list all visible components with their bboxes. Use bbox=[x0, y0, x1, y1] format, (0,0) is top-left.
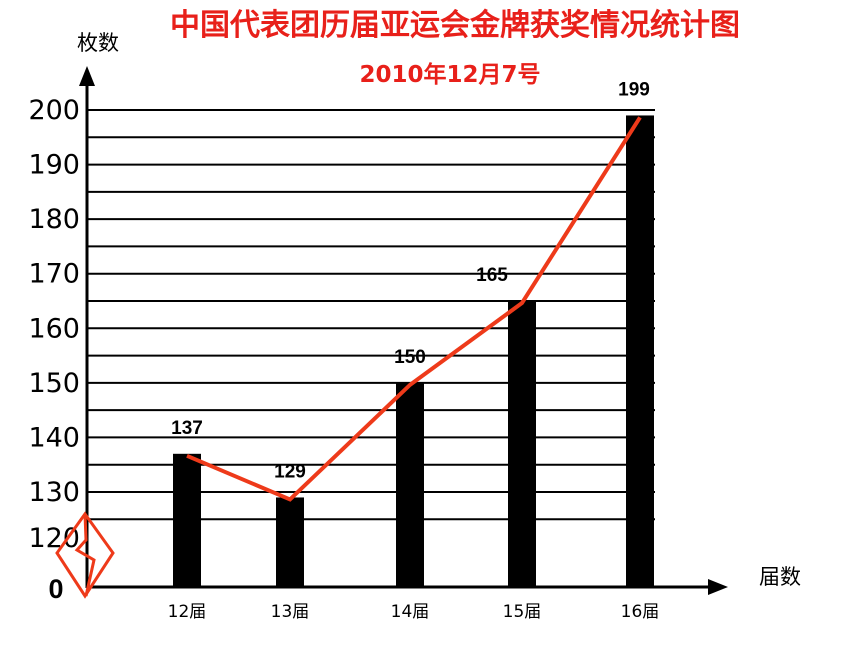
data-label: 129 bbox=[274, 461, 306, 482]
data-label: 137 bbox=[171, 418, 203, 439]
trend-line bbox=[186, 116, 642, 502]
x-tick-labels: 12届 13届 14届 15届 16届 bbox=[168, 602, 660, 622]
y-tick-label: 160 bbox=[28, 313, 80, 344]
y-tick-labels: 120 130 140 150 160 170 180 190 200 bbox=[28, 95, 80, 554]
x-tick-label: 15届 bbox=[503, 602, 542, 622]
bar bbox=[626, 115, 654, 587]
chart-subtitle: 2010年12月7号 bbox=[359, 61, 540, 88]
y-tick-label: 180 bbox=[28, 204, 80, 235]
y-tick-label: 190 bbox=[28, 150, 80, 181]
x-axis-arrow bbox=[708, 579, 728, 595]
bars bbox=[173, 115, 654, 587]
bar bbox=[396, 382, 424, 587]
x-tick-label: 13届 bbox=[271, 602, 310, 622]
data-label: 165 bbox=[476, 265, 508, 286]
y-axis-label: 枚数 bbox=[77, 31, 119, 55]
y-tick-label: 170 bbox=[28, 259, 80, 290]
data-label: 150 bbox=[394, 347, 426, 368]
y-tick-label: 130 bbox=[28, 477, 80, 508]
y-axis-arrow bbox=[79, 66, 95, 86]
chart-title: 中国代表团历届亚运会金牌获奖情况统计图 bbox=[170, 8, 740, 43]
y-tick-label: 200 bbox=[28, 95, 80, 126]
data-label: 199 bbox=[618, 79, 650, 100]
y-tick-label: 120 bbox=[28, 523, 80, 554]
y-tick-label: 150 bbox=[28, 368, 80, 399]
x-tick-label: 16届 bbox=[621, 602, 660, 622]
grid-lines bbox=[87, 109, 655, 521]
bar bbox=[508, 301, 536, 587]
x-tick-label: 14届 bbox=[391, 602, 430, 622]
origin-label: 0 bbox=[48, 574, 63, 604]
y-tick-label: 140 bbox=[28, 422, 80, 453]
axis-break-icon bbox=[55, 511, 115, 599]
bar bbox=[173, 453, 201, 587]
x-axis-label: 届数 bbox=[759, 565, 801, 589]
data-labels: 137 129 150 165 199 bbox=[171, 79, 650, 482]
x-tick-label: 12届 bbox=[168, 602, 207, 622]
bar bbox=[276, 497, 304, 587]
